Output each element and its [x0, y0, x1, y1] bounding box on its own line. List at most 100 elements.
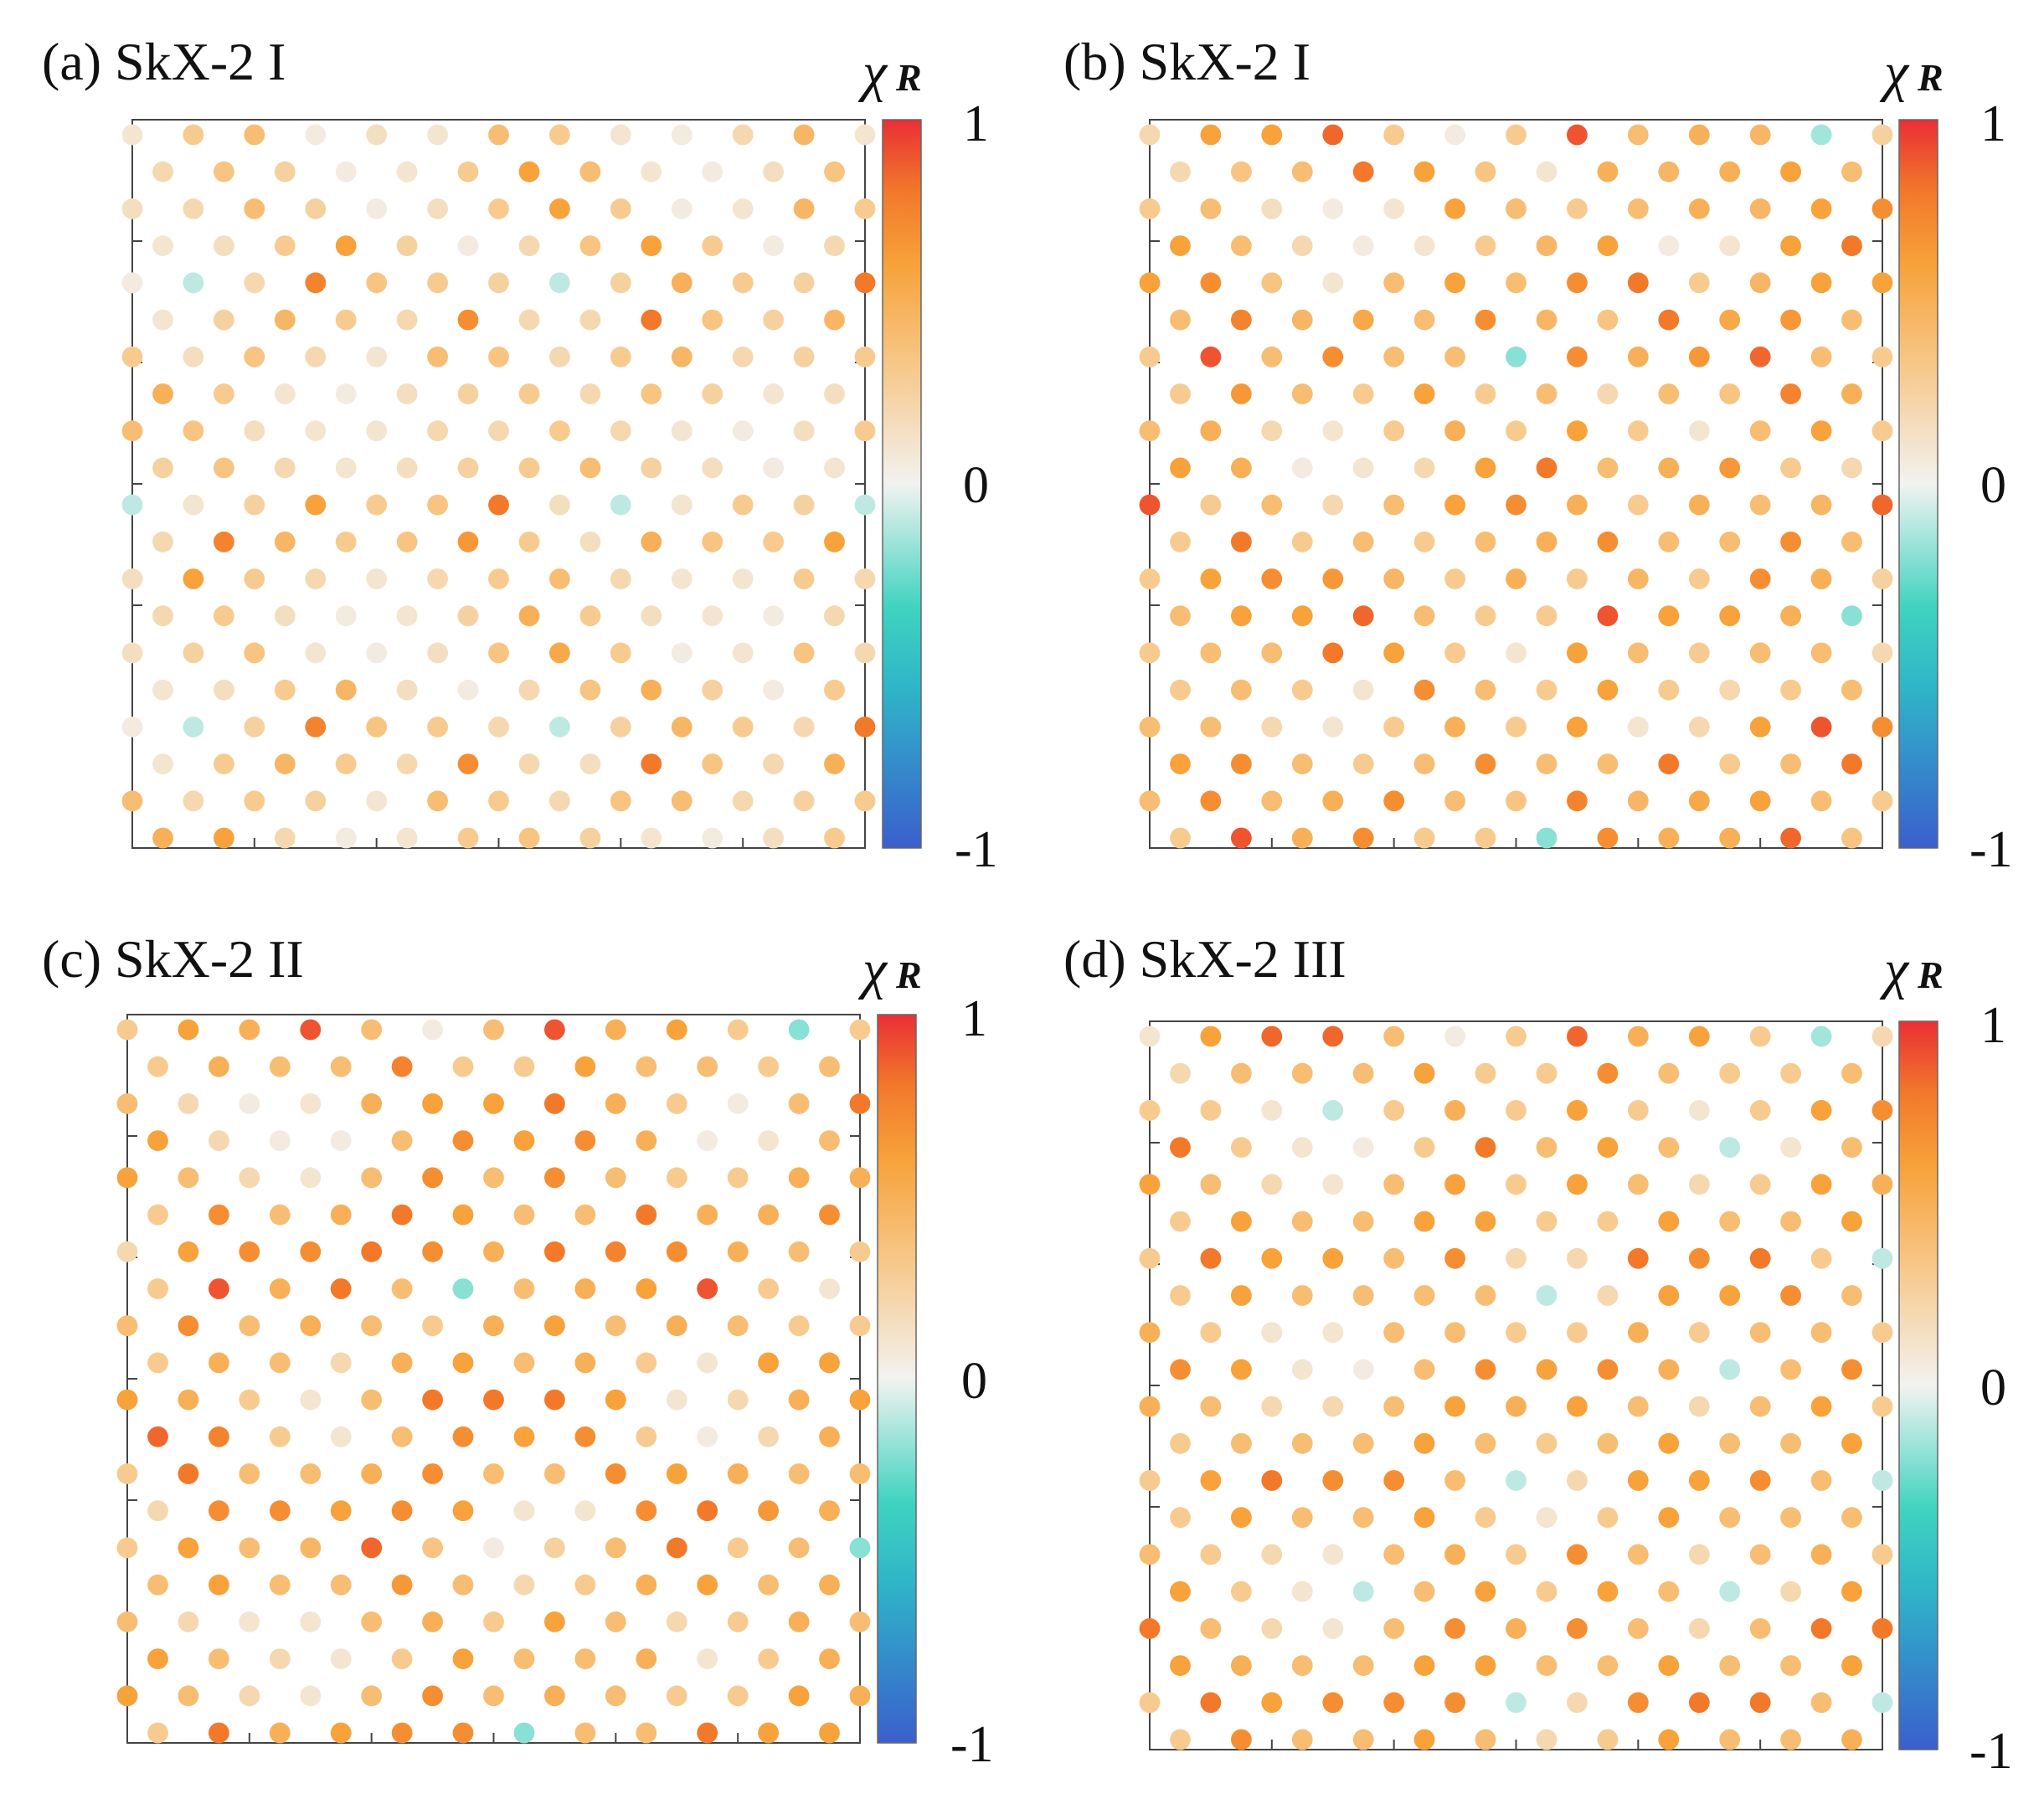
- lattice-site: [1597, 1655, 1619, 1676]
- lattice-site: [849, 1611, 871, 1632]
- lattice-site: [610, 642, 631, 664]
- lattice-site: [366, 568, 388, 589]
- colorbar-tick-min: -1: [950, 1716, 994, 1773]
- lattice-site: [1841, 1062, 1862, 1084]
- lattice-site: [1749, 420, 1771, 442]
- lattice-site: [1383, 346, 1405, 368]
- lattice-site: [788, 1167, 810, 1189]
- lattice-site: [1231, 827, 1252, 849]
- lattice-site: [1719, 605, 1741, 627]
- lattice-site: [209, 1056, 229, 1077]
- lattice-site: [422, 1167, 443, 1189]
- lattice-site: [1780, 161, 1802, 182]
- lattice-site: [513, 1426, 535, 1447]
- lattice-site: [605, 1241, 626, 1262]
- lattice-site: [702, 827, 723, 849]
- lattice-site: [788, 1093, 810, 1114]
- colorbar: χ R 1 0 -1: [857, 42, 998, 878]
- lattice-site: [1139, 1618, 1161, 1639]
- lattice-site: [574, 1204, 596, 1226]
- lattice-site: [366, 642, 388, 664]
- lattice-site: [178, 1019, 199, 1041]
- lattice-site: [854, 717, 876, 738]
- lattice-site: [1567, 494, 1588, 516]
- colorbar-gradient: [1898, 1020, 1938, 1750]
- lattice-site: [1231, 1655, 1252, 1676]
- dot-lattice: [116, 1019, 871, 1744]
- lattice-site: [1536, 531, 1557, 553]
- lattice-site: [819, 1056, 840, 1077]
- lattice-site: [1383, 1174, 1405, 1195]
- lattice-site: [697, 1056, 718, 1077]
- lattice-site: [1719, 1285, 1741, 1306]
- lattice-site: [1352, 1285, 1374, 1306]
- lattice-site: [1810, 420, 1832, 442]
- lattice-site: [1658, 1507, 1680, 1529]
- lattice-site: [147, 1722, 168, 1744]
- lattice-site: [335, 605, 357, 627]
- lattice-site: [1413, 1729, 1435, 1750]
- lattice-site: [488, 198, 509, 219]
- lattice-site: [422, 1315, 443, 1337]
- lattice-site: [610, 272, 631, 294]
- lattice-site: [116, 1167, 138, 1189]
- lattice-site: [1200, 272, 1222, 294]
- lattice-site: [1475, 753, 1496, 774]
- lattice-site: [366, 494, 388, 516]
- lattice-site: [1383, 568, 1405, 589]
- lattice-site: [1231, 1432, 1252, 1454]
- lattice-site: [819, 1278, 840, 1299]
- lattice-site: [671, 420, 692, 442]
- lattice-site: [366, 346, 388, 368]
- lattice-site: [605, 1093, 626, 1114]
- lattice-site: [513, 1204, 535, 1226]
- lattice-site: [214, 457, 234, 479]
- lattice-site: [1352, 235, 1374, 256]
- lattice-site: [824, 161, 845, 182]
- lattice-site: [305, 346, 327, 368]
- lattice-site: [1841, 1359, 1862, 1380]
- lattice-site: [1658, 1655, 1680, 1676]
- lattice-site: [513, 1574, 535, 1596]
- colorbar-tick-min: -1: [955, 821, 998, 878]
- lattice-site: [697, 1722, 718, 1744]
- lattice-site: [1139, 568, 1161, 589]
- lattice-site: [1780, 383, 1802, 404]
- lattice-site: [702, 383, 723, 404]
- lattice-site: [1444, 198, 1465, 219]
- lattice-site: [518, 531, 540, 553]
- lattice-site: [1872, 1174, 1893, 1195]
- lattice-site: [1719, 1137, 1741, 1158]
- lattice-site: [422, 1019, 443, 1041]
- lattice-site: [244, 790, 265, 812]
- lattice-site: [209, 1426, 229, 1447]
- lattice-site: [1627, 717, 1649, 738]
- lattice-site: [824, 827, 845, 849]
- lattice-site: [549, 790, 570, 812]
- lattice-site: [1291, 383, 1313, 404]
- lattice-site: [1170, 1285, 1191, 1306]
- lattice-site: [544, 1389, 565, 1411]
- lattice-site: [1536, 1137, 1557, 1158]
- lattice-site: [1291, 161, 1313, 182]
- lattice-site: [1567, 1322, 1588, 1344]
- lattice-site: [274, 309, 296, 331]
- lattice-site: [1597, 1729, 1619, 1750]
- lattice-site: [1719, 1062, 1741, 1084]
- lattice-site: [1810, 272, 1832, 294]
- lattice-site: [1719, 1655, 1741, 1676]
- lattice-site: [854, 272, 876, 294]
- lattice-site: [1688, 1247, 1710, 1269]
- lattice-site: [300, 1315, 322, 1337]
- lattice-site: [1780, 1359, 1802, 1380]
- lattice-site: [1170, 1062, 1191, 1084]
- lattice-site: [483, 1389, 504, 1411]
- lattice-site: [1383, 1100, 1405, 1121]
- lattice-site: [396, 531, 418, 553]
- lattice-site: [1322, 790, 1344, 812]
- lattice-site: [1841, 161, 1862, 182]
- lattice-site: [366, 790, 388, 812]
- lattice-site: [422, 1093, 443, 1114]
- lattice-site: [732, 790, 754, 812]
- lattice-site: [366, 717, 388, 738]
